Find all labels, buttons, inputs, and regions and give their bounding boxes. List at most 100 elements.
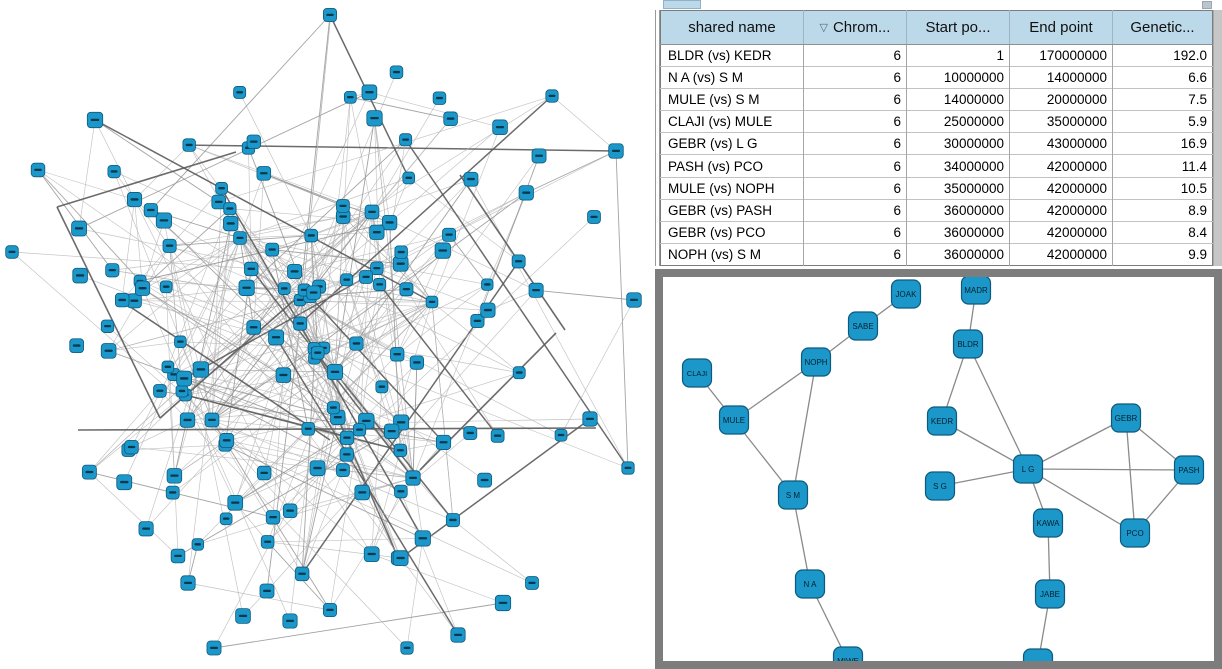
node-shape[interactable]: [832, 646, 864, 661]
network-node[interactable]: [175, 384, 189, 398]
network-node[interactable]: [494, 594, 512, 612]
network-node[interactable]: [373, 278, 387, 292]
network-node[interactable]: [463, 426, 478, 441]
network-node[interactable]: [170, 548, 186, 564]
network-node[interactable]: [304, 228, 318, 243]
filter-icon[interactable]: ▽: [819, 22, 828, 34]
network-node[interactable]: [450, 627, 466, 643]
network-node[interactable]: [256, 166, 272, 181]
network-node[interactable]: [206, 640, 222, 656]
column-header-3[interactable]: End point: [1009, 10, 1113, 45]
network-node[interactable]: [294, 566, 310, 582]
network-node[interactable]: [409, 355, 424, 370]
network-node[interactable]: [400, 641, 414, 655]
network-node-mule[interactable]: MULE: [718, 405, 750, 435]
network-node[interactable]: [259, 583, 275, 599]
network-node[interactable]: [71, 220, 87, 237]
node-shape[interactable]: [960, 277, 992, 305]
network-node[interactable]: [335, 209, 351, 224]
network-node-s-m[interactable]: S M: [777, 480, 809, 510]
node-shape[interactable]: [1032, 508, 1064, 538]
network-node[interactable]: [352, 423, 367, 437]
network-node[interactable]: [545, 89, 559, 103]
node-shape[interactable]: [1022, 648, 1054, 661]
vertical-scrollbar[interactable]: [1213, 10, 1222, 266]
network-node[interactable]: [490, 428, 505, 443]
network-node[interactable]: [306, 285, 321, 300]
network-node[interactable]: [179, 412, 196, 428]
network-node[interactable]: [257, 465, 272, 481]
network-node[interactable]: [159, 280, 173, 294]
node-shape[interactable]: [847, 311, 879, 341]
network-node[interactable]: [182, 138, 196, 152]
network-node-joak[interactable]: JOAK: [890, 279, 922, 309]
network-node[interactable]: [322, 602, 338, 618]
network-node[interactable]: [86, 111, 104, 129]
network-node[interactable]: [246, 134, 261, 149]
network-node-pash[interactable]: PASH: [1173, 455, 1205, 485]
network-node[interactable]: [215, 182, 228, 195]
node-shape[interactable]: [890, 279, 922, 309]
network-node[interactable]: [100, 343, 117, 359]
network-node[interactable]: [211, 194, 227, 210]
network-node[interactable]: [554, 428, 568, 442]
node-shape[interactable]: [777, 480, 809, 510]
network-node[interactable]: [336, 463, 350, 478]
network-node-sabe[interactable]: SABE: [847, 311, 879, 341]
node-shape[interactable]: [1173, 455, 1205, 485]
network-node[interactable]: [134, 280, 151, 296]
network-node[interactable]: [114, 292, 130, 308]
network-node-gebr[interactable]: GEBR: [1110, 403, 1142, 433]
column-header-0[interactable]: shared name: [660, 10, 804, 45]
node-shape[interactable]: [794, 569, 826, 599]
filtered-network-panel[interactable]: JOAK MADR SABE BLDR NOPH CLAJI MULE KEDR GEBR L G…: [655, 269, 1222, 669]
network-node[interactable]: [5, 245, 19, 259]
network-node[interactable]: [370, 261, 384, 275]
network-node[interactable]: [477, 472, 493, 488]
network-node[interactable]: [621, 461, 635, 475]
column-header-2[interactable]: Start po...: [906, 10, 1010, 45]
table-row[interactable]: GEBR (vs) PASH 6 36000000 42000000 8.9: [660, 198, 1213, 222]
network-node[interactable]: [414, 530, 431, 547]
network-node[interactable]: [233, 231, 247, 245]
network-node[interactable]: [480, 302, 496, 318]
network-node[interactable]: [275, 367, 292, 383]
network-node-claji[interactable]: CLAJI: [681, 358, 713, 388]
network-node[interactable]: [343, 90, 357, 104]
network-node[interactable]: [339, 447, 354, 462]
network-node[interactable]: [470, 313, 485, 329]
scrollbar-fragment[interactable]: [1202, 1, 1212, 9]
network-node[interactable]: [30, 162, 46, 178]
network-node[interactable]: [233, 86, 247, 99]
network-node[interactable]: [587, 210, 601, 224]
table-row[interactable]: NOPH (vs) S M 6 36000000 42000000 9.9: [660, 242, 1213, 266]
node-shape[interactable]: [952, 329, 984, 359]
network-node[interactable]: [394, 484, 408, 499]
network-node[interactable]: [138, 521, 154, 537]
table-row[interactable]: GEBR (vs) PCO 6 36000000 42000000 8.4: [660, 220, 1213, 244]
column-header-1[interactable]: ▽ Chrom...: [803, 10, 907, 45]
network-node[interactable]: [72, 267, 88, 284]
network-node[interactable]: [608, 143, 624, 159]
network-node[interactable]: [204, 412, 220, 428]
node-shape[interactable]: [1012, 454, 1044, 484]
network-node[interactable]: [390, 347, 405, 362]
network-node[interactable]: [364, 204, 380, 220]
network-node[interactable]: [166, 468, 183, 484]
network-node[interactable]: [116, 474, 133, 491]
tab-fragment[interactable]: [663, 0, 701, 9]
network-node[interactable]: [375, 380, 389, 394]
network-node[interactable]: [393, 443, 408, 458]
network-node-s-g[interactable]: S G: [924, 471, 956, 501]
network-node-pco[interactable]: PCO: [1119, 518, 1151, 548]
network-node[interactable]: [69, 338, 84, 354]
network-node[interactable]: [223, 215, 239, 232]
node-shape[interactable]: [800, 347, 832, 377]
network-node[interactable]: [268, 329, 285, 346]
network-node[interactable]: [174, 335, 187, 348]
network-node[interactable]: [363, 546, 380, 563]
network-node-l-g[interactable]: L G: [1012, 454, 1044, 484]
network-node[interactable]: [301, 422, 315, 436]
network-node[interactable]: [582, 411, 598, 427]
table-row[interactable]: PASH (vs) PCO 6 34000000 42000000 11.4: [660, 154, 1213, 178]
